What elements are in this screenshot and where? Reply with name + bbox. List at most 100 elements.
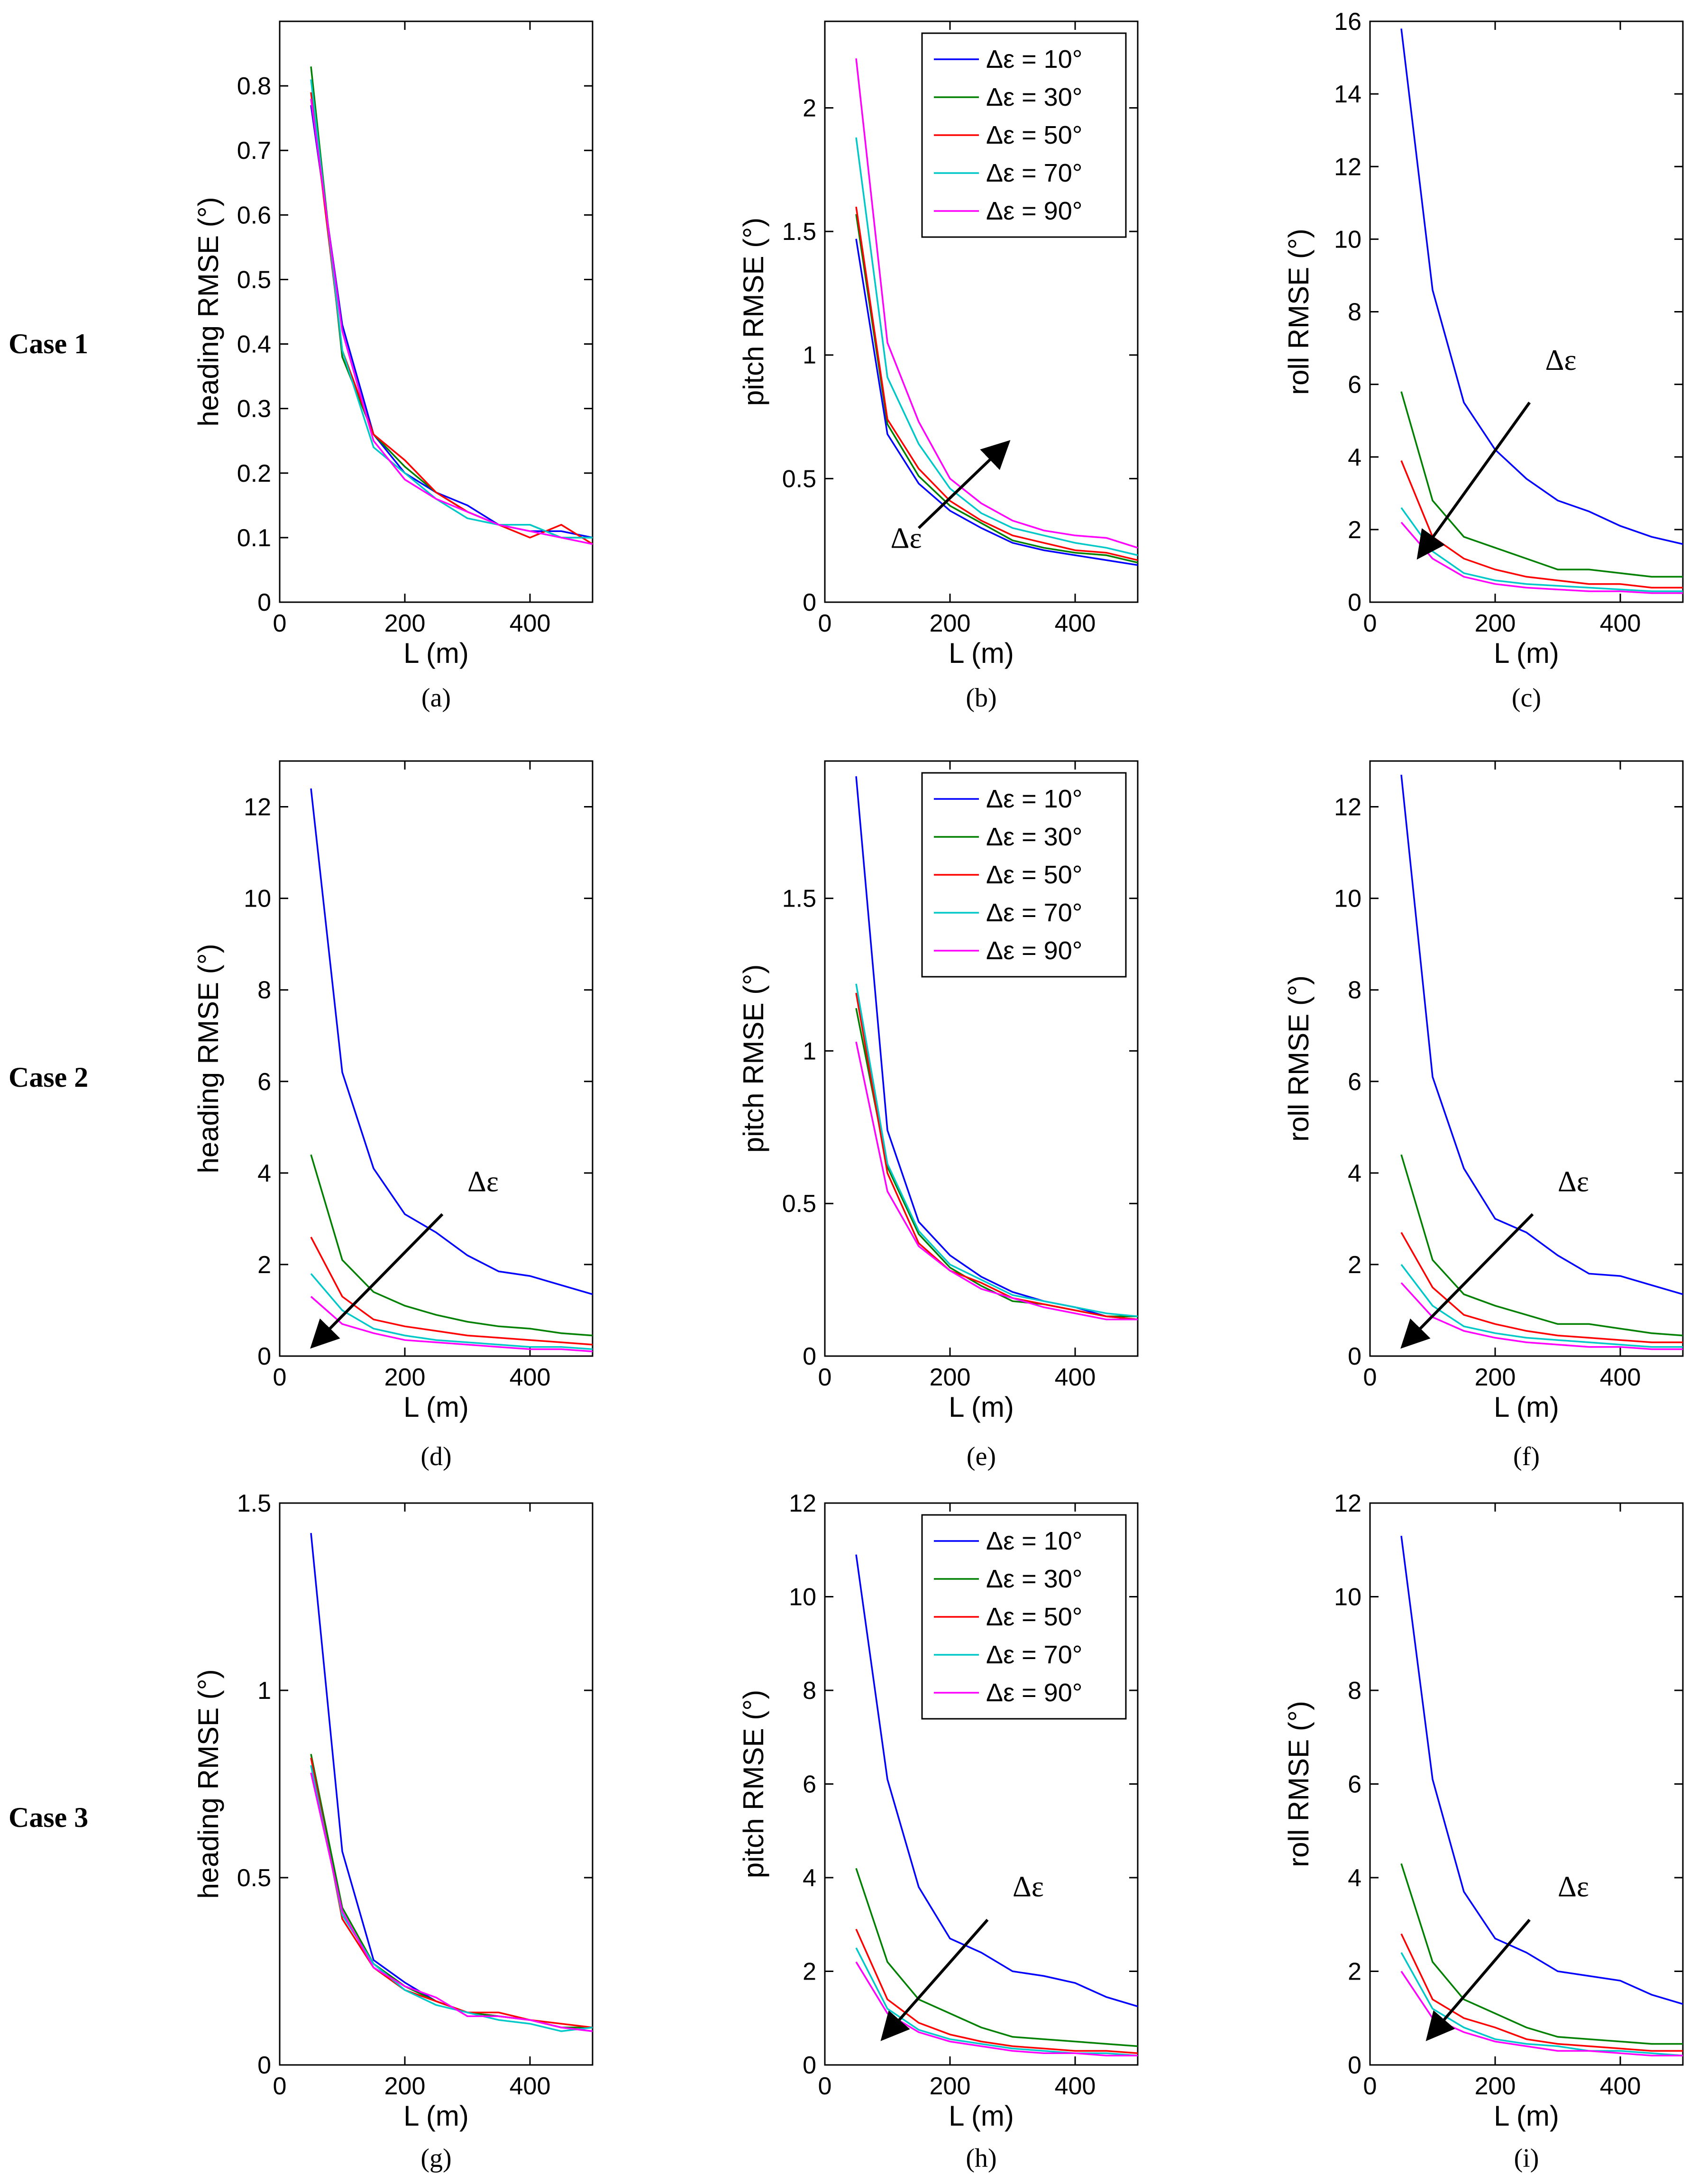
- x-tick-label: 0: [818, 610, 832, 637]
- y-tick-label: 12: [1334, 794, 1361, 821]
- y-tick-label: 0: [1348, 589, 1361, 616]
- y-tick-label: 12: [244, 794, 271, 821]
- series-line-2: [310, 1154, 593, 1337]
- y-axis-label: heading RMSE (°): [192, 197, 224, 426]
- series-line-4: [1400, 1264, 1683, 1348]
- x-tick-label: 200: [384, 610, 426, 637]
- legend-label: Δε = 90°: [986, 197, 1082, 225]
- x-tick-label: 200: [1475, 1364, 1516, 1391]
- x-tick-label: 0: [818, 1364, 832, 1391]
- x-axis-label: L (m): [949, 637, 1014, 669]
- y-tick-label: 10: [789, 1584, 816, 1611]
- y-axis-label: roll RMSE (°): [1283, 229, 1315, 395]
- y-tick-label: 2: [1348, 1958, 1361, 1986]
- y-tick-label: 8: [1348, 1677, 1361, 1705]
- x-tick-label: 0: [1363, 610, 1377, 637]
- y-axis-label: heading RMSE (°): [192, 944, 224, 1173]
- series-line-1: [1400, 1535, 1683, 2005]
- series-line-4: [855, 983, 1138, 1318]
- legend: Δε = 10° Δε = 30° Δε = 50° Δε = 70° Δε = 90°: [921, 32, 1127, 238]
- series-line-1: [855, 776, 1138, 1321]
- legend: Δε = 10° Δε = 30° Δε = 50° Δε = 70° Δε = 90°: [921, 1514, 1127, 1720]
- x-tick-label: 400: [510, 2073, 551, 2100]
- series-line-1: [855, 1554, 1138, 2008]
- series-line-3: [855, 992, 1138, 1321]
- y-tick-label: 0: [257, 2052, 271, 2079]
- y-tick-label: 10: [1334, 226, 1361, 253]
- y-tick-label: 0: [1348, 2052, 1361, 2079]
- series-line-4: [855, 137, 1138, 556]
- legend-label: Δε = 70°: [986, 159, 1082, 187]
- legend-label: Δε = 10°: [986, 785, 1082, 813]
- chart-panel-b: 0 0.5 1 1.5 2 0 200 400 L (m) pitch RMSE (°) Δε = …: [738, 20, 1139, 713]
- panel-label: (b): [966, 683, 996, 713]
- series-line-2: [855, 214, 1138, 564]
- arrow-label: Δε: [891, 522, 922, 554]
- panel-label: (f): [1513, 1442, 1540, 1471]
- legend-label: Δε = 30°: [986, 1565, 1082, 1593]
- y-tick-label: 0.5: [237, 1864, 271, 1892]
- series-line-3: [855, 206, 1138, 561]
- legend-label: Δε = 10°: [986, 1527, 1082, 1555]
- y-tick-label: 0.4: [237, 331, 271, 358]
- chart-panel-h: 0 2 4 6 8 10 12 0 200 400 L (m) pitch RMSE (°) Δε = …: [738, 1490, 1139, 2173]
- panel-label: (a): [421, 683, 451, 713]
- x-tick-label: 200: [1475, 610, 1516, 637]
- series-line-5: [310, 1296, 593, 1353]
- panel-label: (i): [1514, 2144, 1539, 2173]
- y-axis-label: roll RMSE (°): [1283, 975, 1315, 1142]
- y-tick-label: 4: [257, 1160, 271, 1187]
- y-tick-label: 2: [257, 1251, 271, 1279]
- x-tick-label: 0: [273, 610, 287, 637]
- legend-label: Δε = 70°: [986, 899, 1082, 927]
- x-tick-label: 400: [1600, 610, 1641, 637]
- x-tick-label: 400: [1055, 1364, 1096, 1391]
- y-tick-label: 6: [1348, 1771, 1361, 1798]
- y-axis-label: pitch RMSE (°): [738, 218, 769, 406]
- trend-arrow: [880, 1918, 989, 2041]
- y-tick-label: 14: [1334, 81, 1361, 108]
- arrow-label: Δε: [1558, 1871, 1589, 1903]
- series-line-5: [855, 1041, 1138, 1321]
- x-axis-label: L (m): [1494, 2100, 1559, 2132]
- y-tick-label: 12: [789, 1490, 816, 1517]
- trend-arrow: [1400, 1213, 1534, 1349]
- x-axis-label: L (m): [949, 2100, 1014, 2132]
- y-tick-label: 0: [257, 589, 271, 616]
- plot-frame: [1369, 760, 1684, 1357]
- trend-arrow: [1416, 402, 1531, 560]
- series-line-1: [1400, 774, 1683, 1295]
- series-line-1: [855, 238, 1138, 566]
- x-tick-label: 200: [930, 610, 971, 637]
- x-axis-label: L (m): [403, 1391, 469, 1423]
- x-tick-label: 200: [384, 2073, 426, 2100]
- chart-panel-f: 0 2 4 6 8 10 12 0 200 400 L (m) roll RMSE (°) Δε (f): [1283, 760, 1684, 1471]
- y-tick-label: 8: [1348, 977, 1361, 1004]
- y-tick-label: 0.7: [237, 137, 271, 165]
- x-tick-label: 200: [930, 1364, 971, 1391]
- plot-frame: [279, 760, 594, 1357]
- x-tick-label: 200: [930, 2073, 971, 2100]
- arrow-label: Δε: [1545, 344, 1577, 376]
- legend: Δε = 10° Δε = 30° Δε = 50° Δε = 70° Δε = 90°: [921, 772, 1127, 978]
- x-tick-label: 400: [1600, 2073, 1641, 2100]
- series-line-4: [1400, 507, 1683, 592]
- y-tick-label: 0.2: [237, 460, 271, 487]
- series-line-1: [1400, 28, 1683, 545]
- arrow-label: Δε: [467, 1165, 499, 1198]
- y-tick-label: 1.5: [237, 1490, 271, 1517]
- y-tick-label: 0.8: [237, 73, 271, 100]
- panel-label: (g): [420, 2144, 451, 2173]
- plot-frame: [279, 1502, 594, 2066]
- series-line-3: [310, 1237, 593, 1346]
- y-tick-label: 0.1: [237, 524, 271, 552]
- x-tick-label: 0: [1363, 1364, 1377, 1391]
- x-axis-label: L (m): [1494, 1391, 1559, 1423]
- y-tick-label: 10: [1334, 1584, 1361, 1611]
- y-tick-label: 0.5: [237, 266, 271, 294]
- y-tick-label: 0.5: [782, 465, 816, 493]
- y-tick-label: 12: [1334, 153, 1361, 181]
- series-line-1: [310, 788, 593, 1295]
- x-tick-label: 400: [510, 610, 551, 637]
- y-tick-label: 0.6: [237, 202, 271, 229]
